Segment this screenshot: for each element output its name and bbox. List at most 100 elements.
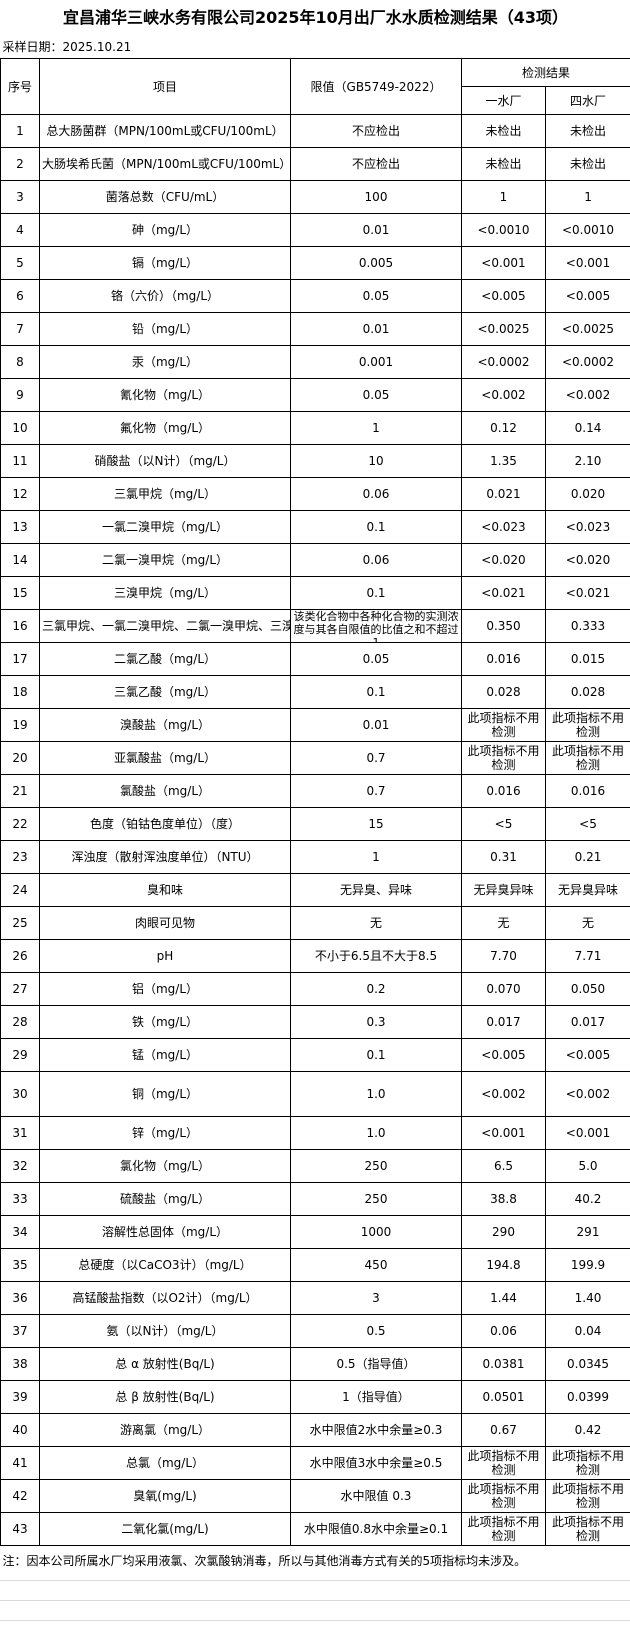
result-plant-1: 无异臭异味 (461, 873, 546, 907)
item: 二氯一溴甲烷（mg/L） (39, 543, 291, 577)
limit: 3 (290, 1281, 462, 1315)
limit: 该类化合物中各种化合物的实测浓度与其各自限值的比值之和不超过1 (290, 609, 462, 643)
item: 三氯乙酸（mg/L） (39, 675, 291, 709)
row-number: 6 (0, 279, 40, 313)
result-plant-1: <0.002 (461, 1071, 546, 1117)
table-row: 37 氨（以N计）（mg/L） 0.5 0.06 0.04 (0, 1314, 630, 1348)
table-row: 41 总氯（mg/L） 水中限值3水中余量≥0.5 此项指标不用检测 此项指标不用检测 (0, 1446, 630, 1480)
limit: 1（指导值） (290, 1380, 462, 1414)
result-plant-4: 0.017 (544, 1005, 630, 1039)
item: 氟化物（mg/L） (39, 411, 291, 445)
table-row: 15 三溴甲烷（mg/L） 0.1 <0.021 <0.021 (0, 576, 630, 610)
row-number: 36 (0, 1281, 40, 1315)
item: 铬（六价）（mg/L） (39, 279, 291, 313)
result-plant-1: 0.016 (461, 642, 546, 676)
row-number: 41 (0, 1446, 40, 1480)
result-plant-1: <0.005 (461, 1038, 546, 1072)
row-number: 23 (0, 840, 40, 874)
result-plant-1: 290 (461, 1215, 546, 1249)
limit: 0.1 (290, 576, 462, 610)
result-plant-4: 0.04 (544, 1314, 630, 1348)
item: 氯酸盐（mg/L） (39, 774, 291, 808)
table-row: 8 汞（mg/L） 0.001 <0.0002 <0.0002 (0, 345, 630, 379)
result-plant-1: 此项指标不用检测 (461, 1512, 546, 1546)
item: 溴酸盐（mg/L） (39, 708, 291, 742)
row-number: 5 (0, 246, 40, 280)
result-plant-1: 此项指标不用检测 (461, 1446, 546, 1480)
result-plant-4: <0.021 (544, 576, 630, 610)
table-row: 27 铝（mg/L） 0.2 0.070 0.050 (0, 972, 630, 1006)
result-plant-1: <5 (461, 807, 546, 841)
result-plant-1: 38.8 (461, 1182, 546, 1216)
limit: 0.01 (290, 213, 462, 247)
result-plant-4: 1.40 (544, 1281, 630, 1315)
row-number: 4 (0, 213, 40, 247)
table-row: 20 亚氯酸盐（mg/L） 0.7 此项指标不用检测 此项指标不用检测 (0, 741, 630, 775)
item: 砷（mg/L） (39, 213, 291, 247)
limit: 100 (290, 180, 462, 214)
table-row: 12 三氯甲烷（mg/L） 0.06 0.021 0.020 (0, 477, 630, 511)
row-number: 26 (0, 939, 40, 973)
result-plant-4: 7.71 (544, 939, 630, 973)
item: 二氧化氯(mg/L) (39, 1512, 291, 1546)
results-table: 宜昌浦华三峡水务有限公司2025年10月出厂水水质检测结果（43项） 采样日期：… (0, 9, 630, 1568)
row-number: 39 (0, 1380, 40, 1414)
item: 硫酸盐（mg/L） (39, 1182, 291, 1216)
item: 镉（mg/L） (39, 246, 291, 280)
result-plant-4: 此项指标不用检测 (544, 1479, 630, 1513)
note: 注：因本公司所属水厂均采用液氯、次氯酸钠消毒，所以与其他消毒方式有关的5项指标均… (2, 1554, 527, 1568)
table-row: 30 铜（mg/L） 1.0 <0.002 <0.002 (0, 1071, 630, 1117)
column-header: 限值（GB5749-2022） (290, 58, 462, 115)
result-plant-4: <0.0010 (544, 213, 630, 247)
limit: 无异臭、异味 (290, 873, 462, 907)
result-plant-4: 0.015 (544, 642, 630, 676)
row-number: 32 (0, 1149, 40, 1183)
item: 总氯（mg/L） (39, 1446, 291, 1480)
row-number: 8 (0, 345, 40, 379)
result-plant-1: 此项指标不用检测 (461, 741, 546, 775)
item: 总硬度（以CaCO3计）（mg/L） (39, 1248, 291, 1282)
table-row: 31 锌（mg/L） 1.0 <0.001 <0.001 (0, 1116, 630, 1150)
result-plant-4: 0.333 (544, 609, 630, 643)
item: 浑浊度（散射浑浊度单位）（NTU） (39, 840, 291, 874)
row-number: 17 (0, 642, 40, 676)
result-plant-1: 0.350 (461, 609, 546, 643)
table-row: 36 高锰酸盐指数（以O2计）（mg/L） 3 1.44 1.40 (0, 1281, 630, 1315)
item: 肉眼可见物 (39, 906, 291, 940)
limit: 0.7 (290, 741, 462, 775)
table-row: 13 一氯二溴甲烷（mg/L） 0.1 <0.023 <0.023 (0, 510, 630, 544)
limit: 水中限值0.8水中余量≥0.1 (290, 1512, 462, 1546)
limit: 1.0 (290, 1116, 462, 1150)
result-plant-1: <0.0010 (461, 213, 546, 247)
result-plant-4: <5 (544, 807, 630, 841)
result-plant-1: 0.0381 (461, 1347, 546, 1381)
column-header: 四水厂 (544, 86, 630, 115)
result-plant-1: <0.005 (461, 279, 546, 313)
limit: 450 (290, 1248, 462, 1282)
row-number: 37 (0, 1314, 40, 1348)
column-header: 项目 (39, 58, 291, 115)
table-row: 3 菌落总数（CFU/mL） 100 1 1 (0, 180, 630, 214)
limit: 0.05 (290, 642, 462, 676)
result-plant-1: 6.5 (461, 1149, 546, 1183)
table-row: 1 总大肠菌群（MPN/100mL或CFU/100mL） 不应检出 未检出 未检出 (0, 114, 630, 148)
table-row: 6 铬（六价）（mg/L） 0.05 <0.005 <0.005 (0, 279, 630, 313)
result-plant-4: 1 (544, 180, 630, 214)
result-plant-1: 1.44 (461, 1281, 546, 1315)
limit: 水中限值2水中余量≥0.3 (290, 1413, 462, 1447)
limit: 0.06 (290, 543, 462, 577)
result-plant-4: 0.0399 (544, 1380, 630, 1414)
limit: 0.1 (290, 1038, 462, 1072)
table-row: 18 三氯乙酸（mg/L） 0.1 0.028 0.028 (0, 675, 630, 709)
limit: 1 (290, 840, 462, 874)
limit: 0.01 (290, 708, 462, 742)
result-plant-1: 0.016 (461, 774, 546, 808)
table-row: 24 臭和味 无异臭、异味 无异臭异味 无异臭异味 (0, 873, 630, 907)
table-row: 9 氰化物（mg/L） 0.05 <0.002 <0.002 (0, 378, 630, 412)
row-number: 34 (0, 1215, 40, 1249)
row-number: 28 (0, 1005, 40, 1039)
result-plant-4: 2.10 (544, 444, 630, 478)
limit: 1 (290, 411, 462, 445)
result-plant-1: <0.021 (461, 576, 546, 610)
row-number: 27 (0, 972, 40, 1006)
